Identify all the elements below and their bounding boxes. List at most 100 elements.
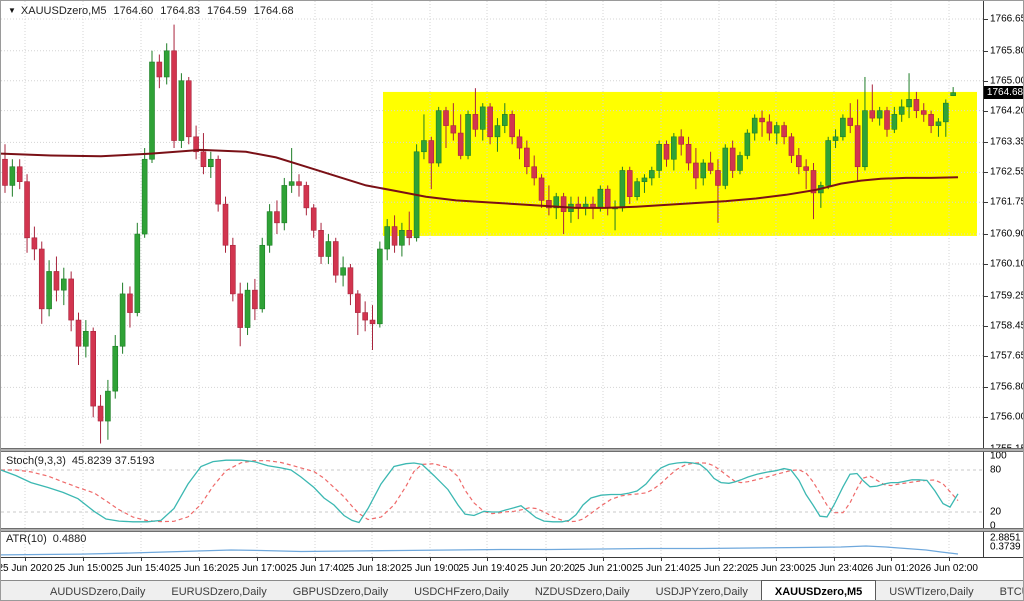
stochastic-name: Stoch(9,3,3) [6, 455, 66, 467]
chart-tab-xauusdzero[interactable]: XAUUSDzero,M5 [760, 580, 877, 600]
time-axis-label: 25 Jun 15:00 [54, 563, 112, 574]
chart-tab-usdjpyzero[interactable]: USDJPYzero,Daily [655, 585, 748, 598]
stoch-main-line [1, 459, 959, 524]
symbol-dropdown-icon[interactable]: ▼ [8, 6, 16, 15]
price-axis-tick [984, 50, 988, 52]
stoch-axis-label: 0 [990, 520, 996, 532]
atr-canvas[interactable] [1, 532, 983, 557]
price-axis-label: 1766.65 [990, 13, 1024, 25]
time-axis-label: 25 Jun 17:40 [286, 563, 344, 574]
stochastic-panel[interactable]: Stoch(9,3,3) 45.8239 37.5193 [1, 452, 983, 528]
time-axis-tick [199, 558, 200, 561]
price-axis-label: 1764.20 [990, 105, 1024, 117]
time-axis-label: 25 Jun 21:00 [574, 563, 632, 574]
time-axis[interactable]: 25 Jun 2020 25 Jun 15:00 25 Jun 15:40 25 Ju… [0, 557, 1023, 580]
current-price-tag: 1764.68 [984, 86, 1023, 100]
chart-title: ▼ XAUUSDzero,M5 1764.60 1764.83 1764.59 1764.… [8, 5, 294, 17]
price-axis[interactable]: 1766.65 1765.80 1765.00 1764.20 1763.35 1762.… [983, 1, 1024, 580]
time-axis-tick [949, 558, 950, 561]
time-axis-label: 25 Jun 18:20 [343, 563, 401, 574]
price-axis-label: 1756.80 [990, 381, 1024, 393]
stoch-axis-label: 80 [990, 464, 1002, 476]
chart-tab-eurusdzero[interactable]: EURUSDzero,Daily [171, 585, 267, 598]
price-chart-panel[interactable]: ▼ XAUUSDzero,M5 1764.60 1764.83 1764.59 1764.… [1, 1, 983, 448]
time-axis-label: 25 Jun 20:20 [517, 563, 575, 574]
stochastic-label: Stoch(9,3,3) 45.8239 37.5193 [6, 455, 155, 467]
chart-tab-nzdusdzero[interactable]: NZDUSDzero,Daily [534, 585, 630, 598]
price-axis-label: 1757.65 [990, 350, 1024, 362]
time-axis-label: 25 Jun 23:40 [805, 563, 863, 574]
price-axis-tick [984, 142, 988, 144]
price-axis-tick [984, 263, 988, 265]
price-axis-tick [984, 355, 988, 357]
time-axis-tick [487, 558, 488, 561]
ohlc-open: 1764.60 [113, 5, 154, 17]
price-axis-tick [984, 234, 988, 236]
chart-tab-usdchfzero[interactable]: USDCHFzero,Daily [414, 585, 509, 598]
time-axis-tick [25, 558, 26, 561]
price-axis-tick [984, 417, 988, 419]
chart-tabs-bar: AUDUSDzero,Daily EURUSDzero,Daily GBPUSDze… [1, 580, 1023, 600]
stochastic-canvas[interactable] [1, 452, 983, 528]
chart-tab-audusdzero[interactable]: AUDUSDzero,Daily [50, 585, 146, 598]
time-axis-label: 25 Jun 2020 [0, 563, 53, 574]
price-axis-label: 1759.25 [990, 290, 1024, 302]
time-axis-label: 25 Jun 21:40 [632, 563, 690, 574]
price-axis-label: 1762.55 [990, 166, 1024, 178]
atr-name: ATR(10) [6, 533, 47, 545]
time-axis-tick [661, 558, 662, 561]
atr-panel[interactable]: ATR(10) 0.4880 [1, 532, 983, 557]
atr-label: ATR(10) 0.4880 [6, 533, 86, 545]
chart-tab-uswtizero[interactable]: USWTIzero,Daily [889, 585, 974, 598]
price-axis-label: 1765.00 [990, 75, 1024, 87]
time-axis-label: 25 Jun 16:20 [170, 563, 228, 574]
stoch-axis-label: 20 [990, 506, 1002, 518]
time-axis-tick [430, 558, 431, 561]
price-axis-label: 1756.00 [990, 411, 1024, 423]
price-axis-tick [984, 80, 988, 82]
price-axis-tick [984, 387, 988, 389]
price-axis-label: 1758.45 [990, 320, 1024, 332]
time-axis-label: 25 Jun 22:20 [690, 563, 748, 574]
time-axis-tick [83, 558, 84, 561]
time-axis-tick [315, 558, 316, 561]
price-axis-tick [984, 295, 988, 297]
stoch-axis-label: 100 [990, 450, 1007, 462]
moving-average-line [1, 148, 959, 209]
time-axis-tick [776, 558, 777, 561]
price-axis-tick [984, 172, 988, 174]
time-axis-label: 26 Jun 02:00 [920, 563, 978, 574]
time-axis-tick [257, 558, 258, 561]
stoch-signal-line [1, 460, 959, 523]
time-axis-label: 25 Jun 23:00 [747, 563, 805, 574]
atr-axis-label: 2.8851 [990, 532, 1021, 544]
time-axis-label: 25 Jun 19:00 [401, 563, 459, 574]
ohlc-close: 1764.68 [253, 5, 294, 17]
time-axis-tick [372, 558, 373, 561]
time-axis-tick [834, 558, 835, 561]
time-axis-label: 25 Jun 15:40 [112, 563, 170, 574]
ohlc-low: 1764.59 [207, 5, 247, 17]
panel-separator[interactable] [1, 528, 1023, 532]
chart-tab-btcusd[interactable]: BTCUSD,M30 [999, 585, 1023, 598]
price-chart-canvas[interactable] [1, 1, 983, 448]
price-axis-tick [984, 202, 988, 204]
chart-symbol-label: XAUUSDzero,M5 [20, 5, 107, 17]
panel-separator[interactable] [1, 448, 1023, 452]
atr-value: 0.4880 [52, 533, 87, 545]
time-axis-tick [719, 558, 720, 561]
price-axis-label: 1763.35 [990, 136, 1024, 148]
price-axis-label: 1760.90 [990, 228, 1024, 240]
time-axis-label: 25 Jun 19:40 [458, 563, 516, 574]
price-axis-tick [984, 110, 988, 112]
atr-axis-label: 0.3739 [990, 541, 1021, 553]
stochastic-values: 45.8239 37.5193 [71, 455, 155, 467]
price-axis-label: 1765.80 [990, 45, 1024, 57]
price-axis-label: 1761.75 [990, 196, 1024, 208]
price-axis-tick [984, 19, 988, 20]
chart-tab-gbpusdzero[interactable]: GBPUSDzero,Daily [292, 585, 389, 598]
time-axis-tick [603, 558, 604, 561]
atr-line [1, 545, 959, 556]
price-axis-tick [984, 325, 988, 327]
